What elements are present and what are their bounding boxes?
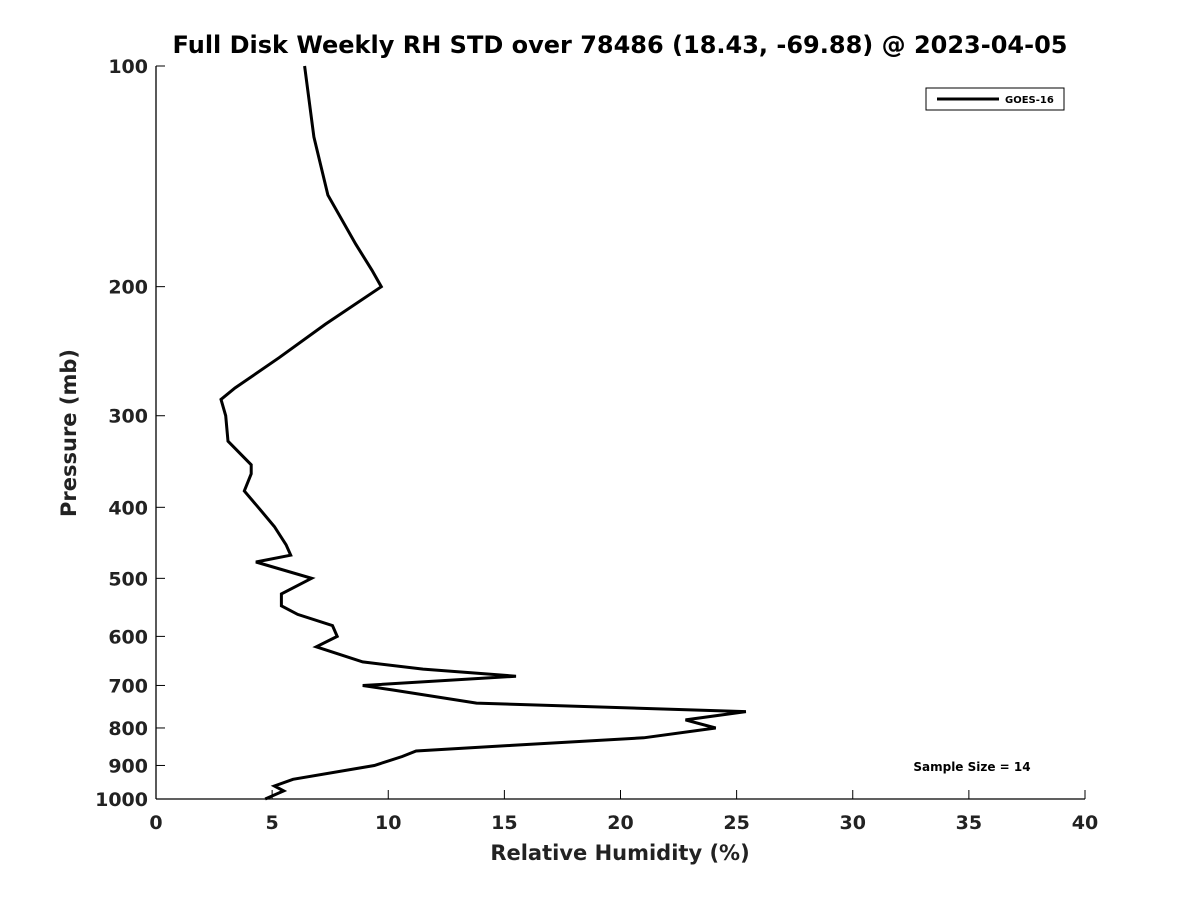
x-tick-label: 35 [956,812,982,834]
x-tick-label: 15 [491,812,517,834]
y-tick-label: 1000 [95,789,148,811]
x-tick-label: 40 [1072,812,1098,834]
y-tick-label: 200 [108,277,148,299]
series-layer [219,65,747,801]
x-tick-label: 25 [723,812,749,834]
chart-title: Full Disk Weekly RH STD over 78486 (18.4… [173,31,1068,59]
x-tick-label: 10 [375,812,401,834]
legend: GOES-16 [925,87,1065,111]
y-tick-label: 400 [108,497,148,519]
legend-label-goes-16: GOES-16 [1005,95,1054,106]
y-axis-label: Pressure (mb) [57,349,81,517]
y-tick-label: 300 [108,406,148,428]
y-tick-label: 500 [108,568,148,590]
y-tick-label: 900 [108,755,148,777]
y-tick-label: 800 [108,718,148,740]
x-tick-label: 0 [149,812,162,834]
x-axis-label: Relative Humidity (%) [490,841,749,865]
y-tick-label: 700 [108,675,148,697]
x-axis-ticks: 0 5 10 15 20 25 30 35 40 [149,790,1098,834]
y-tick-label: 100 [108,56,148,78]
y-axis-ticks: 100 200 300 400 500 600 700 800 900 1000 [95,56,165,811]
x-tick-label: 20 [607,812,633,834]
y-tick-label: 600 [108,626,148,648]
sample-size-annotation: Sample Size = 14 [913,760,1030,774]
series-line-goes-16 [219,65,747,801]
x-tick-label: 30 [840,812,866,834]
x-tick-label: 5 [266,812,279,834]
